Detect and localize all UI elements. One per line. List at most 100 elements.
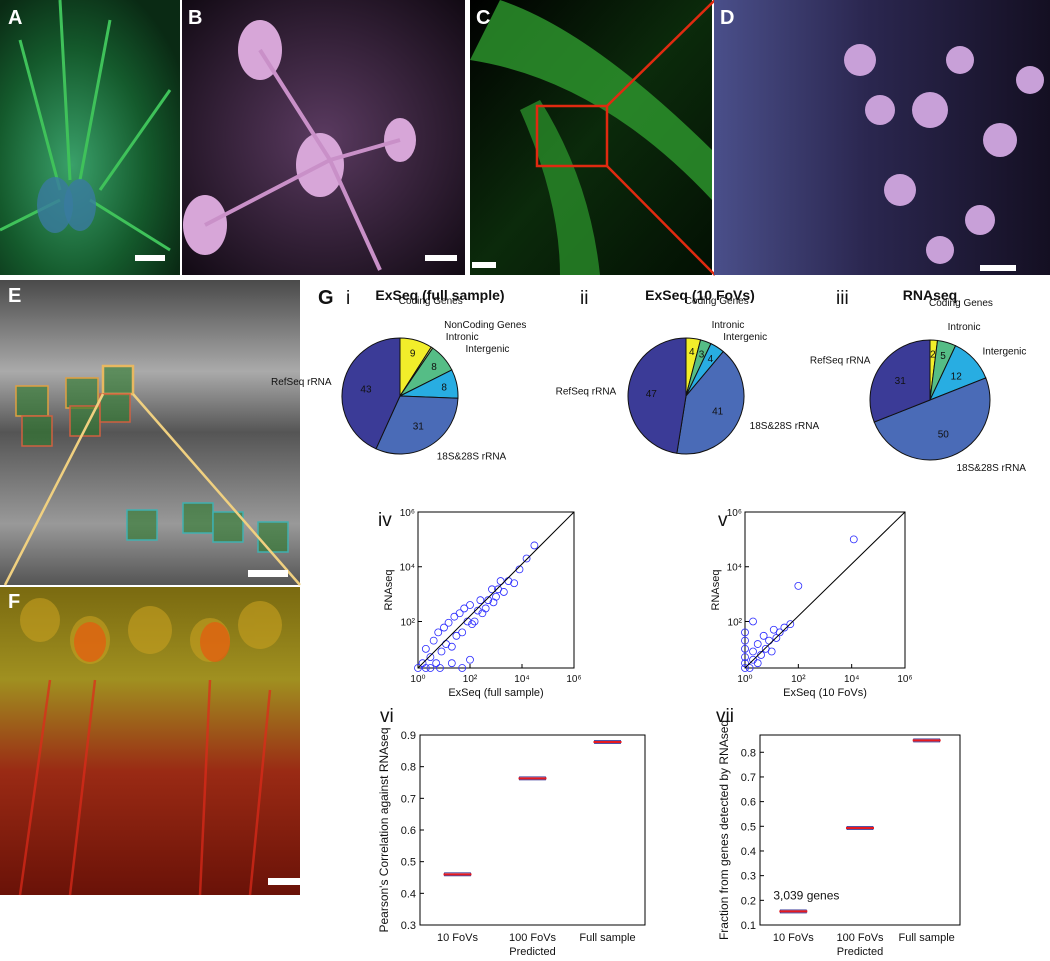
point [767, 647, 776, 656]
point [468, 620, 476, 629]
points [414, 541, 539, 672]
slice-value: 31 [413, 422, 425, 433]
category-label: Intergenic [723, 332, 767, 343]
point [458, 664, 467, 672]
point [488, 585, 496, 594]
point [429, 636, 438, 645]
subpanel-label: vii [716, 706, 734, 727]
x-tick-label: 10⁰ [737, 674, 752, 685]
category-label: Coding Genes [929, 298, 993, 309]
y-tick-label: 0.5 [741, 821, 756, 833]
point [741, 628, 749, 637]
annotation: 3,039 genes [773, 888, 839, 902]
chart-title: RNAseq [903, 287, 957, 303]
x-tick-label: 10² [463, 674, 478, 685]
x-tick-label: 10 FoVs [773, 932, 814, 944]
chart-title: ExSeq (full sample) [375, 287, 504, 303]
point [432, 659, 441, 668]
x-tick-label: 10⁴ [514, 674, 529, 685]
point [775, 628, 784, 637]
panel-label: F [8, 591, 20, 613]
point [470, 617, 479, 626]
y-axis-label: Fraction from genes detected by RNAseq [717, 720, 731, 940]
category-label: Intergenic [466, 344, 510, 355]
y-tick-label: 0.7 [401, 793, 416, 805]
point [522, 554, 531, 563]
point [455, 609, 464, 618]
pie-slice [375, 395, 459, 455]
x-axis-label: ExSeq (full sample) [448, 687, 543, 699]
y-tick-label: 0.6 [741, 797, 756, 809]
y-tick-label: 10² [401, 617, 416, 628]
image-panels [0, 0, 1050, 896]
x-axis-label: Predicted [837, 946, 883, 958]
panel-label: E [8, 285, 21, 307]
y-tick-label: 10⁶ [727, 508, 742, 519]
y-tick-label: 10⁴ [400, 563, 415, 574]
subpanel-label: iii [836, 288, 849, 309]
point [753, 659, 762, 668]
slice-value: 4 [689, 347, 695, 358]
point [757, 651, 765, 659]
point [499, 588, 508, 596]
panel-label: C [476, 7, 490, 29]
point [780, 623, 789, 632]
subpanel-label: iv [378, 510, 392, 531]
y-axis-label: RNAseq [383, 570, 395, 611]
slice-value: 31 [895, 376, 907, 387]
point [414, 664, 422, 672]
x-tick-label: 10 FoVs [437, 932, 478, 944]
subpanel-label: v [718, 510, 728, 531]
y-tick-label: 10⁴ [727, 563, 742, 574]
point [492, 592, 500, 601]
point [421, 664, 430, 672]
point [741, 664, 749, 672]
point [772, 634, 781, 642]
y-tick-label: 0.7 [741, 772, 756, 784]
point [447, 659, 456, 668]
pie-slice [627, 337, 687, 454]
point [436, 664, 444, 672]
point [753, 640, 762, 648]
x-axis-label: ExSeq (10 FoVs) [783, 687, 867, 699]
panel-label: G [318, 287, 334, 309]
point [759, 631, 768, 640]
slice-value: 41 [712, 406, 724, 417]
slice-value: 2 [930, 349, 936, 360]
point [450, 612, 459, 621]
category-label: NonCoding Genes [444, 320, 526, 331]
category-label: Coding Genes [685, 296, 749, 307]
point [447, 642, 456, 651]
panel-label: A [8, 7, 22, 29]
point [434, 628, 443, 637]
point [786, 620, 795, 629]
y-axis-label: RNAseq [710, 570, 722, 611]
x-tick-label: 10⁶ [897, 674, 912, 685]
pie-slice [869, 339, 931, 423]
slice-value: 50 [938, 429, 950, 440]
plot-frame [759, 734, 961, 926]
plot-frame [417, 511, 575, 669]
y-tick-label: 0.6 [401, 825, 416, 837]
y-tick-label: 0.4 [741, 846, 756, 858]
y-tick-label: 0.8 [741, 747, 756, 759]
category-label: RefSeq rRNA [271, 377, 332, 388]
plot-frame [744, 511, 906, 669]
pie-slice [676, 350, 745, 455]
point [741, 644, 749, 653]
panel-label: D [720, 7, 734, 29]
chart-title: ExSeq (10 FoVs) [645, 287, 755, 303]
point [749, 617, 757, 626]
slice-value: 4 [708, 354, 714, 365]
point [466, 655, 474, 664]
point [741, 653, 749, 662]
x-tick-label: 100 FoVs [509, 932, 557, 944]
y-tick-label: 0.3 [401, 920, 416, 932]
slice-value: 8 [431, 362, 437, 373]
point [476, 596, 485, 605]
point [749, 647, 757, 656]
category-label: RefSeq rRNA [810, 356, 871, 367]
y-tick-label: 0.5 [401, 857, 416, 869]
pie-slice [341, 337, 401, 450]
x-tick-label: 10⁰ [410, 674, 425, 685]
